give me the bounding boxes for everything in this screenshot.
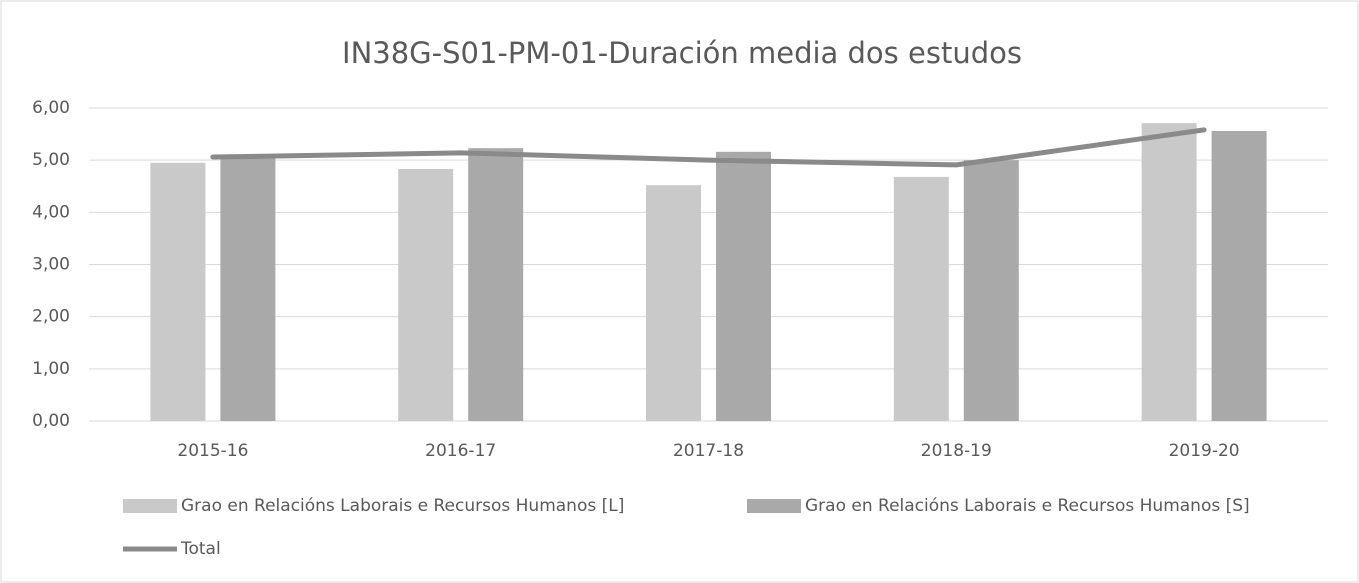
y-tick-label: 1,00 (32, 359, 70, 379)
y-tick-label: 5,00 (32, 150, 70, 170)
y-tick-label: 0,00 (32, 411, 70, 431)
line (210, 127, 1207, 168)
x-tick-label: 2017-18 (673, 441, 744, 461)
bar (398, 169, 454, 421)
bar (716, 151, 771, 421)
bar (1211, 130, 1267, 421)
y-tick-label: 2,00 (32, 307, 70, 327)
x-tick-label: 2015-16 (177, 441, 248, 461)
legend-swatch (123, 499, 177, 513)
legend-label: Grao en Relacións Laborais e Recursos Hu… (181, 496, 624, 516)
x-tick-label: 2018-19 (921, 441, 992, 461)
y-tick-label: 6,00 (32, 98, 70, 118)
bar (150, 162, 206, 421)
bar (1141, 123, 1197, 422)
bar (893, 176, 949, 421)
legend-label: Total (180, 539, 221, 559)
legend-label: Grao en Relacións Laborais e Recursos Hu… (805, 496, 1250, 516)
y-tick-label: 4,00 (32, 202, 70, 222)
bar (646, 185, 701, 421)
y-tick-label: 3,00 (32, 255, 70, 275)
bar (220, 157, 276, 421)
legend-swatch (747, 499, 801, 513)
bar (468, 148, 524, 421)
x-tick-label: 2016-17 (425, 441, 496, 461)
chart-title: IN38G-S01-PM-01-Duración media dos estud… (342, 36, 1022, 70)
bar (963, 160, 1019, 421)
x-tick-label: 2019-20 (1169, 441, 1240, 461)
